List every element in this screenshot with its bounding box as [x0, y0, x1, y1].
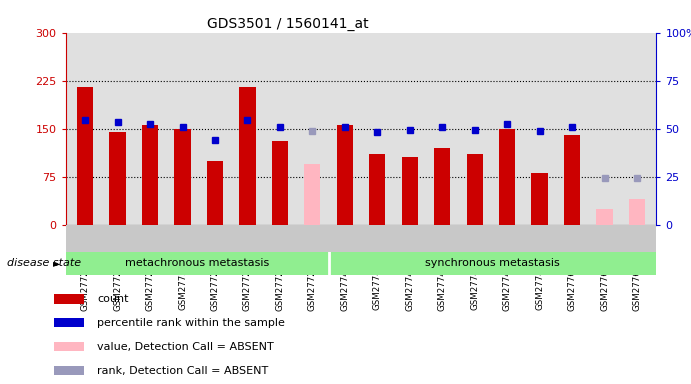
- Bar: [329, 252, 656, 275]
- Bar: [207, 161, 223, 225]
- Bar: [174, 129, 191, 225]
- Bar: [304, 164, 321, 225]
- Bar: [54, 366, 84, 375]
- Bar: [596, 209, 613, 225]
- Bar: [66, 252, 329, 275]
- Bar: [337, 126, 353, 225]
- Bar: [272, 141, 288, 225]
- Bar: [54, 294, 84, 304]
- Text: rank, Detection Call = ABSENT: rank, Detection Call = ABSENT: [97, 366, 268, 376]
- Bar: [466, 154, 483, 225]
- Text: synchronous metastasis: synchronous metastasis: [425, 258, 560, 268]
- Bar: [401, 157, 418, 225]
- Bar: [369, 154, 386, 225]
- Bar: [531, 174, 548, 225]
- Bar: [142, 126, 158, 225]
- Bar: [77, 87, 93, 225]
- Text: ►: ►: [53, 258, 61, 268]
- Text: disease state: disease state: [7, 258, 81, 268]
- Text: count: count: [97, 294, 129, 304]
- Bar: [629, 199, 645, 225]
- Text: metachronous metastasis: metachronous metastasis: [125, 258, 269, 268]
- Text: GDS3501 / 1560141_at: GDS3501 / 1560141_at: [207, 17, 369, 31]
- Text: percentile rank within the sample: percentile rank within the sample: [97, 318, 285, 328]
- Bar: [109, 132, 126, 225]
- Bar: [499, 129, 515, 225]
- Bar: [54, 318, 84, 328]
- Bar: [434, 148, 451, 225]
- Bar: [239, 87, 256, 225]
- Bar: [564, 135, 580, 225]
- Text: value, Detection Call = ABSENT: value, Detection Call = ABSENT: [97, 342, 274, 352]
- Bar: [54, 342, 84, 351]
